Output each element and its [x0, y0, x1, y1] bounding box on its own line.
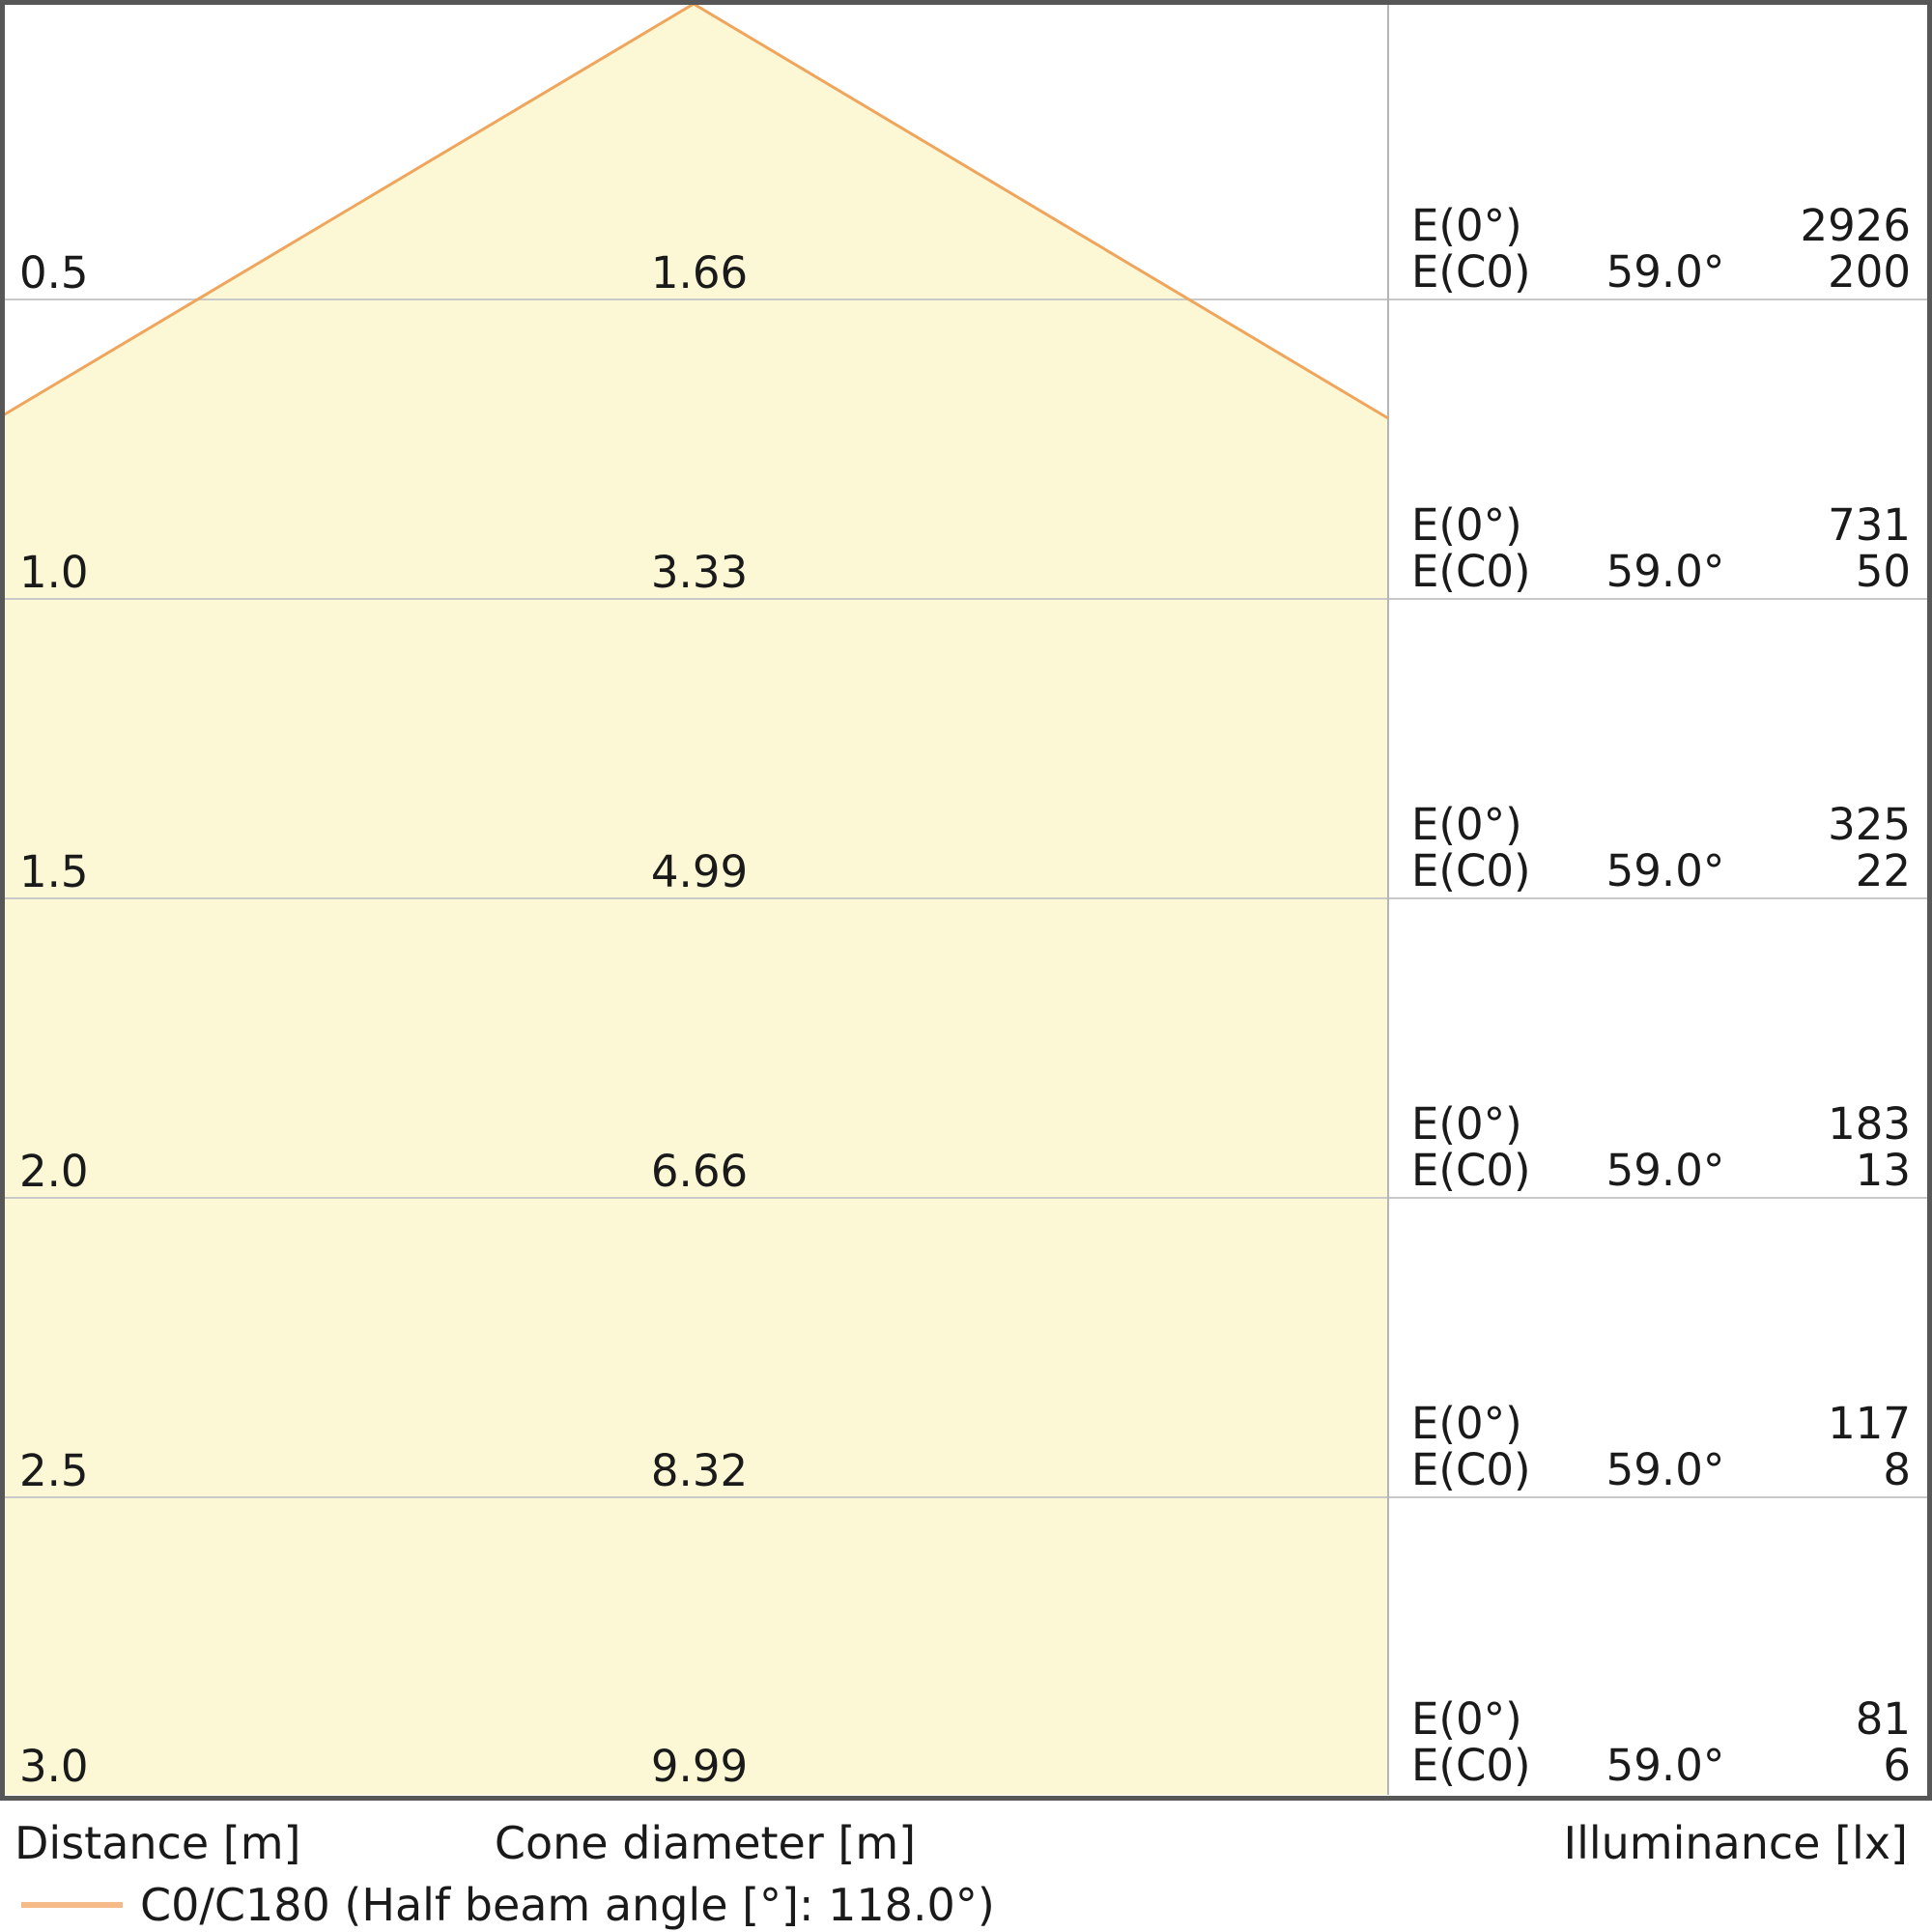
e0-label: E(0°) — [1411, 200, 1522, 251]
cone-diameter-value: 3.33 — [650, 547, 749, 598]
illuminance-row-labels: E(0°) E(C0) — [1411, 802, 1701, 895]
distance-value: 2.0 — [19, 1146, 89, 1197]
ec0-angle-value: 59.0° — [1605, 246, 1725, 298]
ec0-angle-value: 59.0° — [1605, 1145, 1725, 1196]
ec0-angle-value: 59.0° — [1605, 546, 1725, 597]
distance-value: 2.5 — [19, 1445, 89, 1496]
cone-diameter-value: 6.66 — [650, 1146, 749, 1197]
distance-value: 3.0 — [19, 1741, 89, 1792]
ec0-angle-value: 59.0° — [1605, 845, 1725, 896]
e0-label: E(0°) — [1411, 1398, 1522, 1449]
ec0-value: 200 — [1828, 246, 1911, 298]
illuminance-values: 2926 200 — [1621, 203, 1911, 296]
legend-label: C0/C180 (Half beam angle [°]: 118.0°) — [140, 1879, 995, 1931]
e0-value: 81 — [1855, 1693, 1911, 1745]
e0-label: E(0°) — [1411, 1098, 1522, 1150]
ec0-label: E(C0) — [1411, 1444, 1531, 1495]
e0-label: E(0°) — [1411, 799, 1522, 850]
illuminance-values: 325 22 — [1621, 802, 1911, 895]
illuminance-values: 117 8 — [1621, 1401, 1911, 1493]
ec0-label: E(C0) — [1411, 845, 1531, 896]
e0-value: 325 — [1828, 799, 1911, 850]
ec0-value: 50 — [1855, 546, 1911, 597]
ec0-angle-value: 59.0° — [1605, 1740, 1725, 1791]
distance-axis-label: Distance [m] — [14, 1817, 301, 1869]
ec0-label: E(C0) — [1411, 1145, 1531, 1196]
illuminance-axis-label: Illuminance [lx] — [1563, 1817, 1908, 1869]
e0-value: 117 — [1828, 1398, 1911, 1449]
distance-value: 1.0 — [19, 547, 89, 598]
ec0-angle-value: 59.0° — [1605, 1444, 1725, 1495]
ec0-label: E(C0) — [1411, 246, 1531, 298]
illuminance-row-labels: E(0°) E(C0) — [1411, 1101, 1701, 1194]
ec0-value: 8 — [1883, 1444, 1911, 1495]
ec0-value: 13 — [1855, 1145, 1911, 1196]
illuminance-values: 183 13 — [1621, 1101, 1911, 1194]
cone-diameter-value: 1.66 — [650, 247, 749, 298]
ec0-label: E(C0) — [1411, 1740, 1531, 1791]
cone-diameter-value: 8.32 — [650, 1445, 749, 1496]
e0-value: 731 — [1828, 499, 1911, 551]
illuminance-row-labels: E(0°) E(C0) — [1411, 1696, 1701, 1789]
cone-diameter-axis-label: Cone diameter [m] — [494, 1817, 917, 1869]
distance-value: 0.5 — [19, 247, 89, 298]
illuminance-values: 731 50 — [1621, 502, 1911, 595]
e0-label: E(0°) — [1411, 1693, 1522, 1745]
illuminance-row-labels: E(0°) E(C0) — [1411, 502, 1701, 595]
ec0-label: E(C0) — [1411, 546, 1531, 597]
cone-diameter-value: 9.99 — [650, 1741, 749, 1792]
ec0-value: 22 — [1855, 845, 1911, 896]
cone-diameter-value: 4.99 — [650, 846, 749, 897]
ec0-value: 6 — [1883, 1740, 1911, 1791]
e0-value: 183 — [1828, 1098, 1911, 1150]
e0-label: E(0°) — [1411, 499, 1522, 551]
e0-value: 2926 — [1800, 200, 1911, 251]
illuminance-row-labels: E(0°) E(C0) — [1411, 1401, 1701, 1493]
legend-line-swatch — [21, 1902, 123, 1908]
illuminance-values: 81 6 — [1621, 1696, 1911, 1789]
illuminance-row-labels: E(0°) E(C0) — [1411, 203, 1701, 296]
cone-plot-canvas — [0, 0, 1932, 1801]
distance-value: 1.5 — [19, 846, 89, 897]
chart-frame — [0, 0, 1932, 1801]
